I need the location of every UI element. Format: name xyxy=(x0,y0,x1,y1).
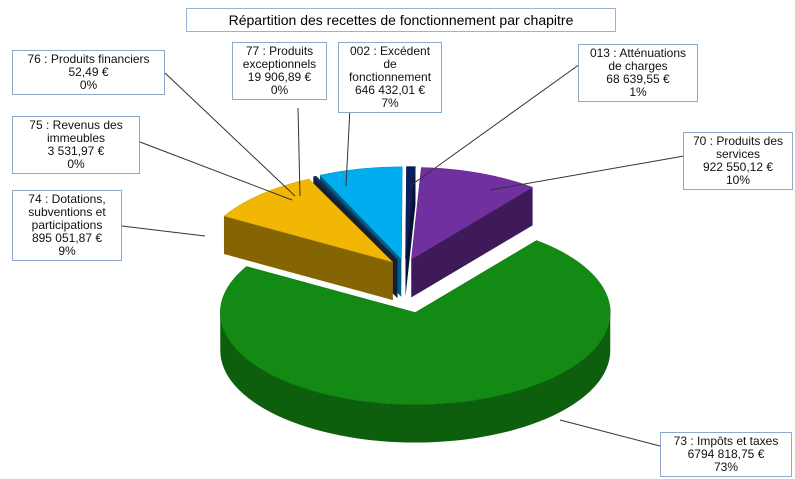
leader-line xyxy=(121,225,206,237)
slice-face xyxy=(405,166,416,297)
label-percent: 1% xyxy=(629,85,647,99)
data-label: 70 : Produits des services 922 550,12 €10… xyxy=(683,132,793,190)
slice xyxy=(220,240,611,405)
data-label: 77 : Produits exceptionnels 19 906,89 €0% xyxy=(232,42,327,100)
label-name: 70 : Produits des services xyxy=(692,134,784,161)
slice-side xyxy=(220,312,611,443)
label-name: 73 : Impôts et taxes xyxy=(673,434,779,448)
label-value: 19 906,89 € xyxy=(247,70,312,84)
slice xyxy=(405,166,416,259)
data-label: 013 : Atténuations de charges 68 639,55 €… xyxy=(578,44,698,102)
label-percent: 10% xyxy=(725,173,751,187)
data-label: 74 : Dotations, subventions et participa… xyxy=(12,190,122,261)
leader-line xyxy=(409,63,581,187)
data-label: 002 : Excédent de fonctionnement 646 432,… xyxy=(338,42,442,113)
pie xyxy=(220,166,611,443)
label-percent: 9% xyxy=(58,244,76,258)
label-value: 922 550,12 € xyxy=(702,160,774,174)
slice xyxy=(223,178,394,263)
label-name: 74 : Dotations, subventions et participa… xyxy=(28,192,106,232)
label-name: 002 : Excédent de fonctionnement xyxy=(348,44,432,84)
slice xyxy=(312,176,398,260)
leader-line xyxy=(559,419,661,447)
label-name: 75 : Revenus des immeubles xyxy=(29,118,123,145)
data-label: 73 : Impôts et taxes 6794 818,75 €73% xyxy=(660,432,792,477)
leader-line xyxy=(297,107,301,197)
label-percent: 0% xyxy=(79,78,98,92)
chart-title: Répartition des recettes de fonctionneme… xyxy=(186,8,616,32)
leader-line xyxy=(345,107,351,187)
slice-face xyxy=(223,216,393,301)
label-percent: 7% xyxy=(381,96,399,110)
data-label: 75 : Revenus des immeubles 3 531,97 €0% xyxy=(12,116,140,174)
leader-line xyxy=(489,155,685,191)
leader-line xyxy=(164,72,296,197)
label-percent: 0% xyxy=(67,157,85,171)
label-value: 646 432,01 € xyxy=(354,83,426,97)
label-value: 895 051,87 € xyxy=(31,231,103,245)
label-name: 77 : Produits exceptionnels xyxy=(242,44,317,71)
label-name: 76 : Produits financiers xyxy=(27,52,150,66)
data-label: 76 : Produits financiers 52,49 €0% xyxy=(12,50,165,95)
slice xyxy=(319,166,403,260)
slice xyxy=(411,167,534,260)
label-percent: 0% xyxy=(270,83,289,97)
label-value: 68 639,55 € xyxy=(606,72,670,86)
slice-face xyxy=(411,187,533,298)
label-name: 013 : Atténuations de charges xyxy=(589,46,687,73)
label-value: 6794 818,75 € xyxy=(687,447,765,461)
leader-line xyxy=(139,141,293,201)
label-value: 52,49 € xyxy=(68,65,109,79)
label-value: 3 531,97 € xyxy=(47,144,105,158)
leader-lines xyxy=(121,63,685,447)
label-percent: 73% xyxy=(713,460,739,474)
